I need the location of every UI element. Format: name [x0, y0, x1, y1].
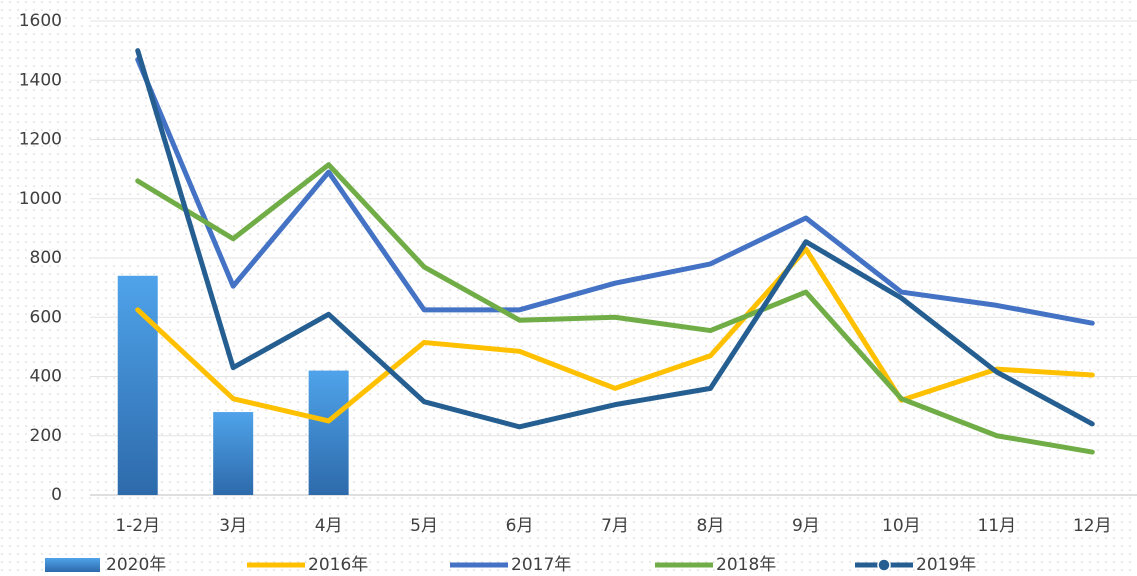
y-tick-label: 1200: [19, 130, 62, 150]
line: [135, 48, 1095, 430]
legend-label: 2018年: [716, 555, 776, 575]
legend-label: 2019年: [916, 555, 976, 575]
legend-marker: [877, 558, 891, 572]
x-tick-label: 8月: [697, 516, 725, 536]
y-tick-label: 1400: [19, 70, 62, 90]
x-tick-label: 1-2月: [115, 516, 160, 536]
x-tick-label: 10月: [882, 516, 921, 536]
line: [135, 162, 1095, 455]
line: [135, 246, 1095, 424]
legend-label: 2017年: [511, 555, 571, 575]
x-tick-label: 11月: [977, 516, 1016, 536]
y-tick-label: 800: [30, 248, 62, 268]
legend-label: 2016年: [308, 555, 368, 575]
y-tick-label: 200: [30, 426, 62, 446]
y-tick-label: 600: [30, 307, 62, 327]
x-tick-label: 7月: [601, 516, 629, 536]
bar: [308, 370, 349, 495]
y-tick-label: 1000: [19, 189, 62, 209]
x-tick-label: 4月: [315, 516, 343, 536]
x-tick-label: 3月: [219, 516, 247, 536]
line: [135, 57, 1095, 326]
legend-swatch: [45, 558, 100, 572]
bar: [213, 412, 254, 495]
legend-label: 2020年: [106, 555, 166, 575]
x-tick-label: 5月: [410, 516, 438, 536]
x-tick-label: 12月: [1073, 516, 1112, 536]
y-tick-label: 400: [30, 367, 62, 387]
x-tick-label: 9月: [792, 516, 820, 536]
y-tick-label: 1600: [19, 11, 62, 31]
y-tick-label: 0: [51, 485, 62, 505]
x-tick-label: 6月: [506, 516, 534, 536]
